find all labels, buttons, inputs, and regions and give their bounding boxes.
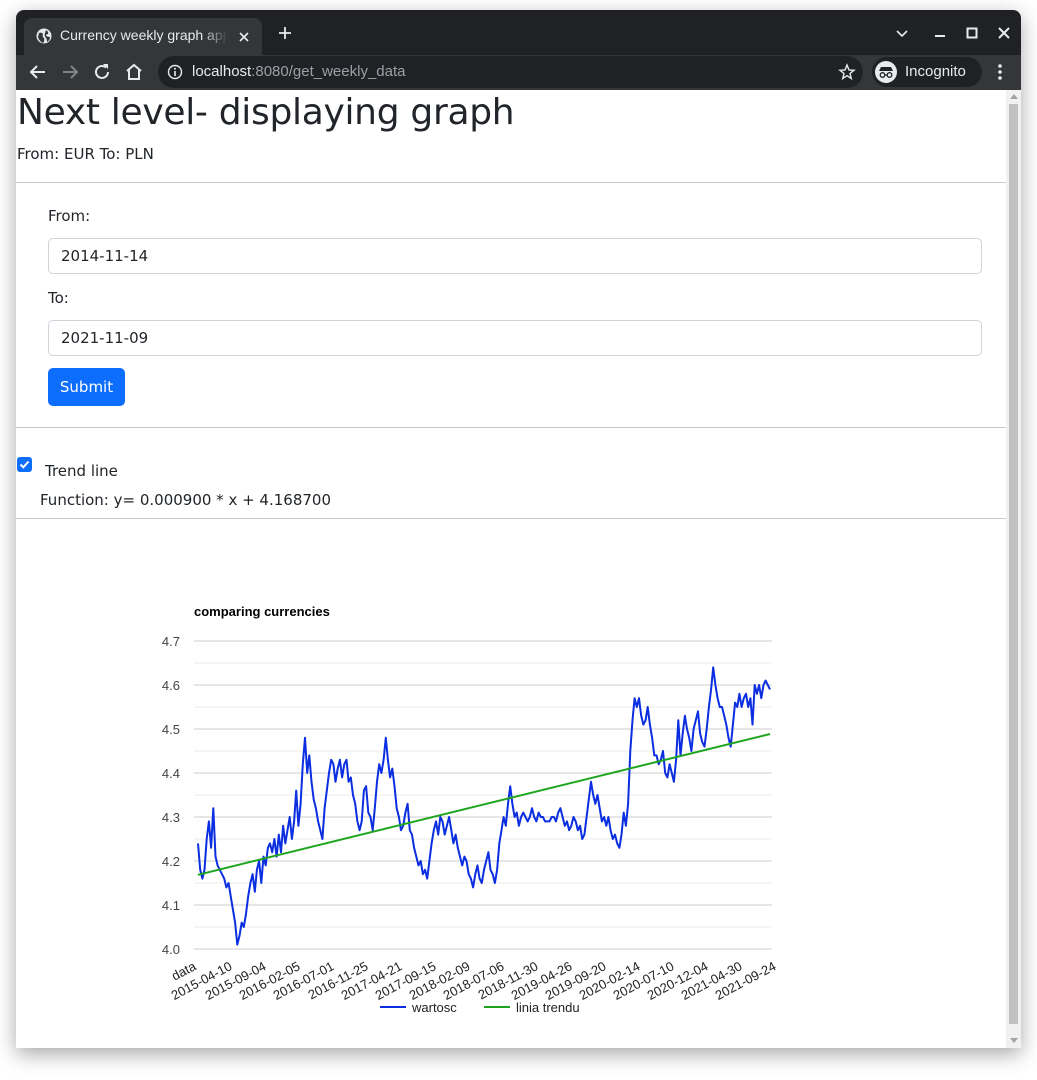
- url-host: localhost: [192, 63, 252, 80]
- url-text[interactable]: localhost:8080/get_weekly_data: [192, 63, 406, 80]
- menu-dots-icon[interactable]: [991, 62, 1009, 82]
- incognito-label: Incognito: [905, 63, 966, 80]
- trend-line-label: Trend line: [45, 462, 118, 480]
- from-label: From:: [48, 207, 91, 225]
- reload-icon[interactable]: [91, 61, 113, 83]
- divider: [16, 427, 1006, 428]
- y-tick-label: 4.2: [162, 854, 180, 869]
- y-tick-label: 4.3: [162, 810, 180, 825]
- back-icon[interactable]: [27, 61, 49, 83]
- incognito-indicator[interactable]: Incognito: [872, 57, 982, 87]
- url-path: :8080/get_weekly_data: [251, 63, 406, 80]
- close-window-icon[interactable]: [995, 24, 1013, 42]
- home-icon[interactable]: [123, 61, 145, 83]
- tab-strip: Currency weekly graph app: [16, 10, 1021, 55]
- browser-tab[interactable]: Currency weekly graph app: [24, 18, 262, 55]
- page-scrollbar[interactable]: [1006, 90, 1021, 1048]
- legend-label: linia trendu: [516, 1000, 580, 1015]
- chevron-down-icon[interactable]: [893, 24, 911, 42]
- y-tick-label: 4.6: [162, 678, 180, 693]
- scroll-thumb[interactable]: [1009, 104, 1018, 1024]
- tab-title: Currency weekly graph app: [60, 27, 228, 43]
- address-bar[interactable]: localhost:8080/get_weekly_data: [158, 56, 863, 88]
- star-icon[interactable]: [838, 63, 856, 81]
- page-viewport: Next level- displaying graph From: EUR T…: [16, 90, 1021, 1048]
- y-tick-label: 4.0: [162, 942, 180, 957]
- close-icon[interactable]: [236, 29, 252, 45]
- checkmark-icon: [19, 460, 30, 469]
- minimize-icon[interactable]: [931, 24, 949, 42]
- incognito-icon: [875, 61, 897, 83]
- submit-button[interactable]: Submit: [48, 368, 125, 406]
- y-tick-label: 4.4: [162, 766, 180, 781]
- divider: [16, 518, 1006, 519]
- browser-toolbar: localhost:8080/get_weekly_data Incognito: [16, 55, 1021, 90]
- plus-icon[interactable]: [276, 24, 294, 42]
- from-date-input[interactable]: [48, 238, 982, 274]
- page-title: Next level- displaying graph: [17, 92, 515, 133]
- y-tick-label: 4.5: [162, 722, 180, 737]
- maximize-icon[interactable]: [963, 24, 981, 42]
- scroll-up-arrow-icon[interactable]: [1010, 94, 1018, 99]
- y-tick-label: 4.1: [162, 898, 180, 913]
- to-date-input[interactable]: [48, 320, 982, 356]
- divider: [16, 182, 1006, 183]
- globe-icon: [36, 28, 52, 44]
- y-tick-label: 4.7: [162, 634, 180, 649]
- browser-window: Currency weekly graph app: [16, 10, 1021, 1048]
- series-line-trend: [197, 733, 771, 876]
- to-label: To:: [48, 289, 69, 307]
- currency-pair: From: EUR To: PLN: [17, 145, 154, 163]
- forward-icon[interactable]: [59, 61, 81, 83]
- series-line-wartosc: [197, 666, 771, 946]
- trend-line-checkbox[interactable]: [17, 457, 32, 472]
- currency-chart: 4.0 4.1 4.2 4.3 4.4 4.5 4.6 4.7 comparing curren…: [162, 604, 778, 1015]
- scroll-down-arrow-icon[interactable]: [1010, 1038, 1018, 1043]
- legend-label: wartosc: [411, 1000, 457, 1015]
- info-icon[interactable]: [167, 64, 183, 80]
- trend-function: Function: y= 0.000900 * x + 4.168700: [40, 491, 331, 509]
- chart-title: comparing currencies: [194, 604, 330, 619]
